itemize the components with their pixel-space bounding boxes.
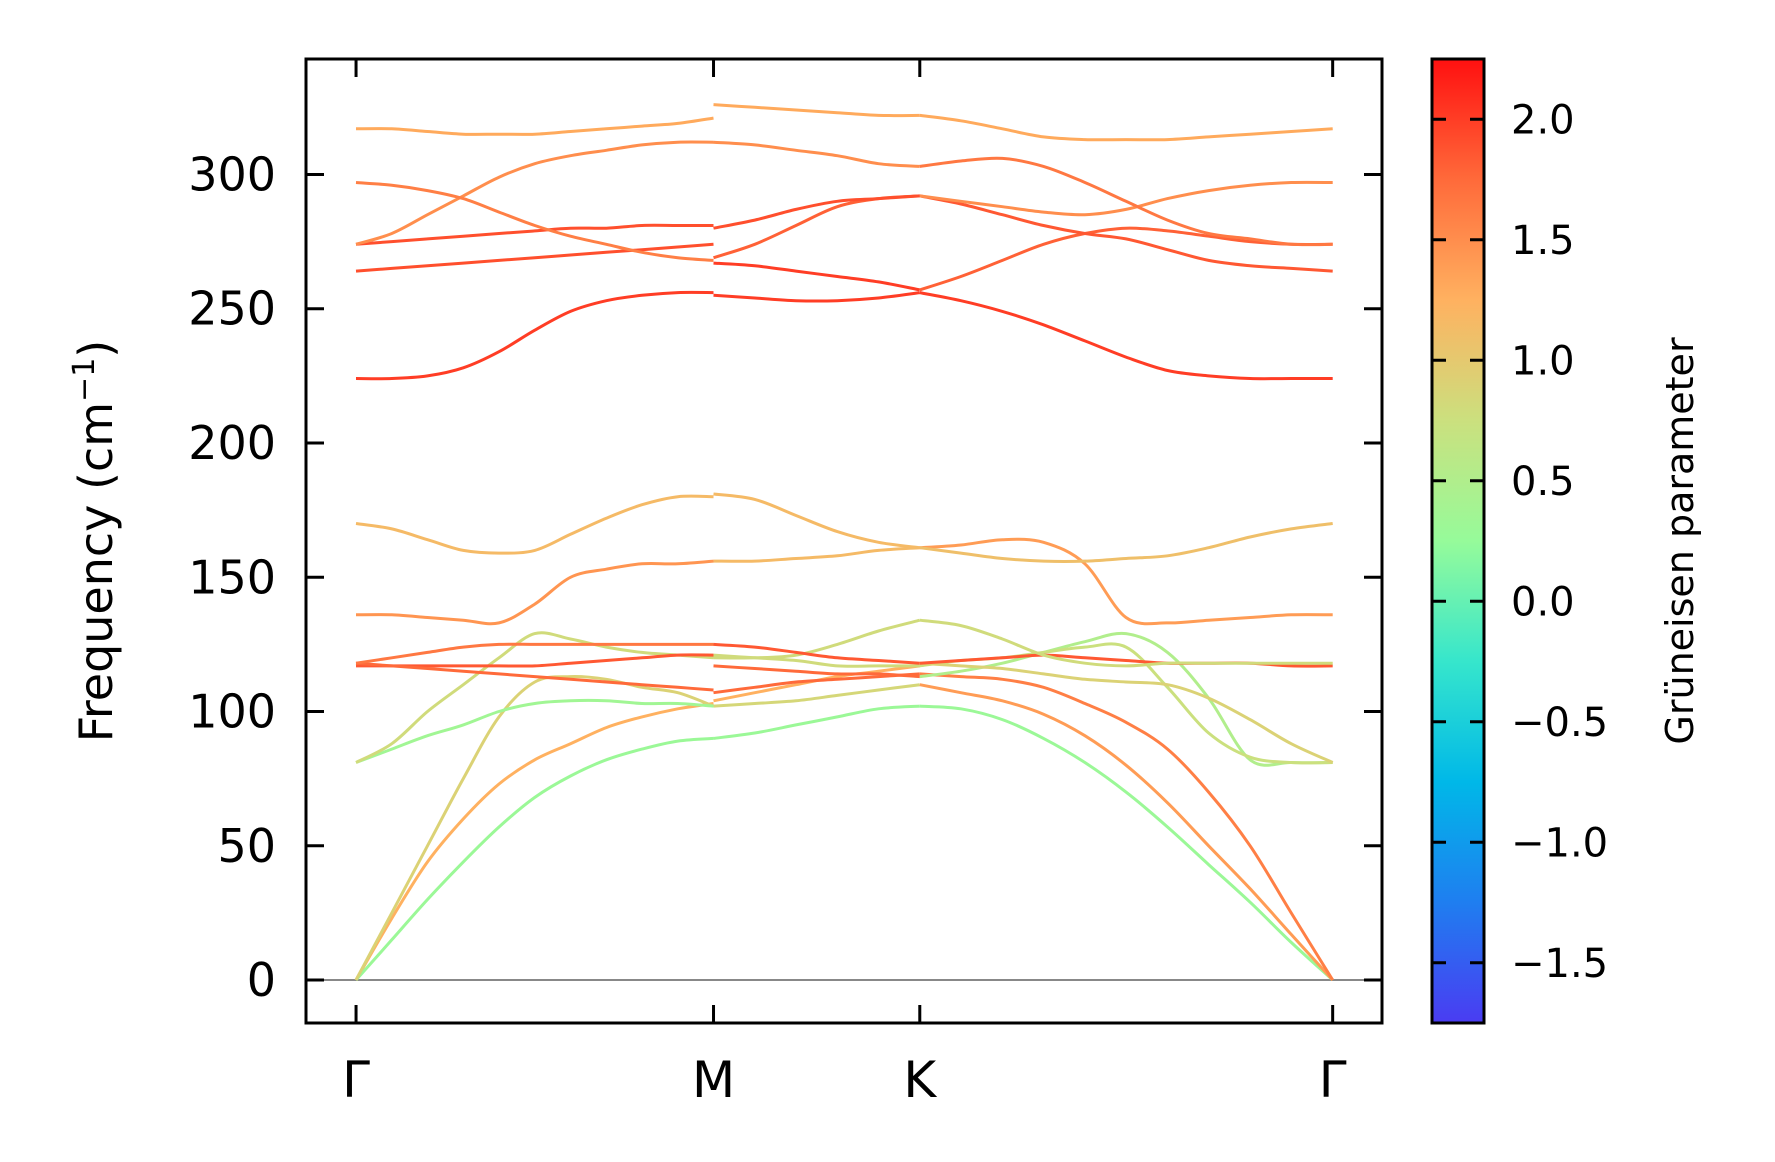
band-M-9 xyxy=(355,559,714,626)
colorbar: 2.0 1.5 1.0 0.5 0.0 −0.5 −1.0 −1.5 Grüneisen pa… xyxy=(1430,57,1702,1025)
band-MK-16 xyxy=(713,103,920,118)
band-K-12 xyxy=(919,291,1333,381)
phonon-bands xyxy=(354,103,1334,982)
y-axis-ticks: 0 50 100 150 200 250 300 xyxy=(188,147,1382,1007)
y-tick-label: 0 xyxy=(247,953,276,1007)
plot-area: 0 50 100 150 200 250 300 Γ M K Γ xyxy=(188,57,1384,1109)
colorbar-ticks: 2.0 1.5 1.0 0.5 0.0 −0.5 −1.0 −1.5 xyxy=(1432,97,1608,987)
band-MK-11 xyxy=(713,291,920,303)
band-MK-9 xyxy=(713,546,920,563)
colorbar-tick-label: −1.5 xyxy=(1511,941,1608,987)
x-tick-label: Γ xyxy=(1319,1051,1347,1109)
band-M-8 xyxy=(355,642,714,665)
band-MK-4 xyxy=(713,672,920,695)
colorbar-tick-label: 0.0 xyxy=(1511,579,1575,625)
y-tick-label: 100 xyxy=(188,685,276,739)
band-M-13 xyxy=(355,223,714,246)
y-tick-label: 200 xyxy=(188,416,276,470)
band-MK-5 xyxy=(713,664,920,679)
band-M-2 xyxy=(354,736,714,982)
band-MK-14 xyxy=(713,194,920,230)
band-MK-10 xyxy=(713,492,920,550)
band-K-6 xyxy=(919,661,1334,764)
y-tick-label: 50 xyxy=(217,819,276,873)
band-MK-1 xyxy=(713,704,920,740)
band-MK-15 xyxy=(713,140,920,168)
colorbar-gradient xyxy=(1430,57,1486,1025)
band-K-10 xyxy=(919,522,1333,563)
band-M-10 xyxy=(355,494,714,555)
band-M-4 xyxy=(355,698,714,764)
band-K-2 xyxy=(919,683,1334,982)
band-MK-6 xyxy=(713,618,921,660)
colorbar-tick-label: 0.5 xyxy=(1511,459,1575,505)
band-M-15 xyxy=(355,181,714,262)
colorbar-tick-label: −1.0 xyxy=(1511,820,1608,866)
band-K-4 xyxy=(919,631,1333,767)
band-M-16 xyxy=(355,116,714,136)
band-MK-8 xyxy=(713,642,920,665)
plot-frame xyxy=(304,57,1384,1025)
y-axis-label-main: Frequency (cm xyxy=(69,402,123,742)
y-axis-label-exponent: −1 xyxy=(67,358,102,402)
colorbar-label: Grüneisen parameter xyxy=(1658,337,1702,745)
x-tick-label: Γ xyxy=(342,1051,370,1109)
colorbar-tick-label: 2.0 xyxy=(1511,97,1575,143)
band-K-16 xyxy=(919,113,1333,142)
y-axis-label-close: ) xyxy=(69,340,123,358)
x-tick-label: K xyxy=(903,1051,937,1109)
band-M-1 xyxy=(354,702,714,981)
band-MK-2 xyxy=(713,683,920,708)
x-tick-label: M xyxy=(692,1051,735,1109)
y-tick-label: 300 xyxy=(188,147,276,201)
band-M-3 xyxy=(354,675,715,981)
colorbar-tick-label: −0.5 xyxy=(1511,700,1608,746)
y-tick-label: 150 xyxy=(188,550,276,604)
band-K-15 xyxy=(919,156,1333,247)
band-MK-12 xyxy=(713,261,921,292)
band-K-11 xyxy=(919,226,1333,292)
band-MK-7 xyxy=(713,653,920,668)
band-K-13 xyxy=(919,194,1333,273)
band-MK-3 xyxy=(713,664,920,703)
band-M-7 xyxy=(355,661,714,692)
y-tick-label: 250 xyxy=(188,282,276,336)
band-K-14 xyxy=(919,180,1333,217)
band-K-1 xyxy=(919,704,1334,982)
band-M-11 xyxy=(355,290,714,381)
band-M-6 xyxy=(355,653,714,668)
band-M-12 xyxy=(355,242,714,273)
band-M-5 xyxy=(355,631,714,764)
band-K-8 xyxy=(919,618,1333,668)
band-M-14 xyxy=(355,140,714,246)
colorbar-tick-label: 1.5 xyxy=(1511,218,1575,264)
band-K-3 xyxy=(919,672,1334,981)
y-axis-label: Frequency (cm−1) xyxy=(67,340,123,743)
colorbar-tick-label: 1.0 xyxy=(1511,338,1575,384)
band-K-9 xyxy=(919,537,1333,626)
